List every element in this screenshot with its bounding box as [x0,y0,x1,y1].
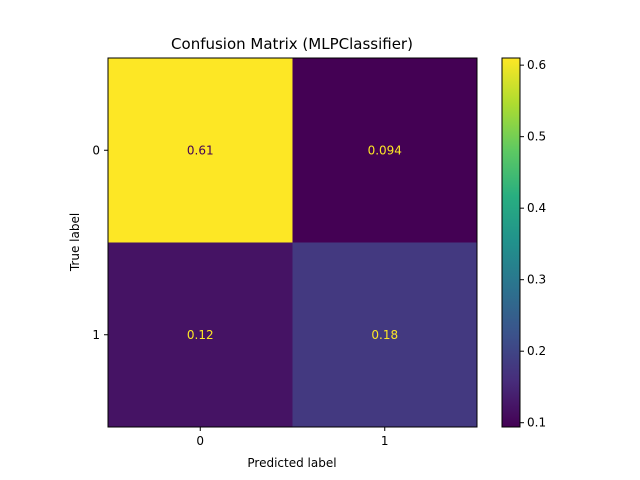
matrix-cells [108,58,477,427]
cell-value-label: 0.61 [187,143,214,157]
matrix-cell [292,242,477,427]
x-tick-label: 0 [196,434,204,448]
matrix-cell [108,242,293,427]
chart-title: Confusion Matrix (MLPClassifier) [171,35,413,53]
y-axis-ticks: 01 [92,143,108,342]
y-tick-label: 1 [92,328,100,342]
matrix-cell [292,58,477,243]
matrix-cell [108,58,293,243]
cell-value-label: 0.12 [187,328,214,342]
cell-value-label: 0.18 [371,328,398,342]
colorbar-tick-label: 0.1 [527,416,546,430]
plot-frame [107,57,478,428]
x-axis-label: Predicted label [247,456,336,470]
x-tick-label: 1 [381,434,389,448]
colorbar-tick-label: 0.5 [527,130,546,144]
colorbar [501,57,521,428]
matrix-value-labels: 0.61 0.094 0.12 0.18 [187,143,402,342]
y-axis-label: True label [68,213,82,272]
cell-value-label: 0.094 [368,143,402,157]
colorbar-ticks: 0.1 0.2 0.3 0.4 0.5 0.6 [520,58,546,430]
colorbar-tick-label: 0.4 [527,201,546,215]
y-tick-label: 0 [92,143,100,157]
colorbar-tick-label: 0.3 [527,273,546,287]
colorbar-tick-label: 0.2 [527,344,546,358]
colorbar-tick-label: 0.6 [527,58,546,72]
